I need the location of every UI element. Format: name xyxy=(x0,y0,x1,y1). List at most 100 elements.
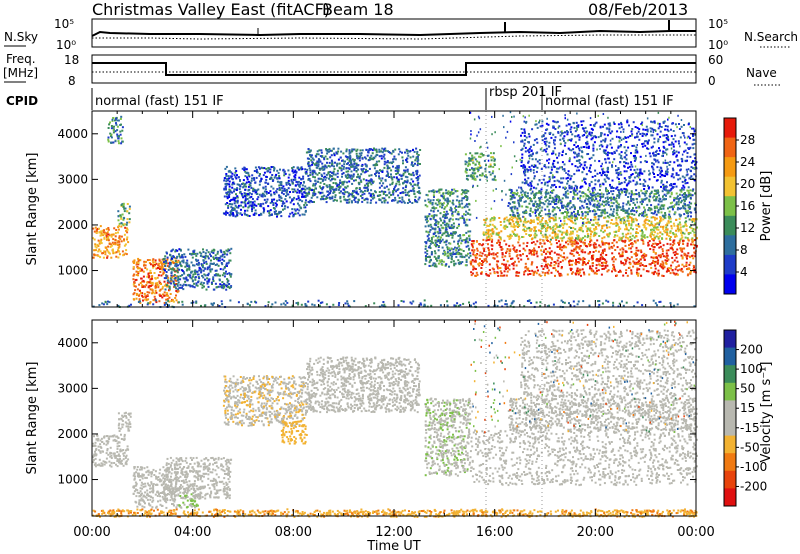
data-cell xyxy=(223,282,225,285)
data-cell xyxy=(665,228,668,231)
data-cell xyxy=(440,259,443,262)
data-cell xyxy=(578,247,581,250)
data-cell xyxy=(589,243,592,246)
data-cell xyxy=(394,166,397,169)
data-cell xyxy=(644,254,647,257)
data-cell xyxy=(469,163,471,166)
data-cell xyxy=(161,296,164,299)
data-cell xyxy=(172,282,175,285)
data-cell xyxy=(416,184,419,187)
data-cell xyxy=(679,247,682,250)
data-cell xyxy=(151,284,154,287)
noise-tick-high-left: 10⁵ xyxy=(54,17,74,31)
data-cell xyxy=(105,234,108,237)
data-cell xyxy=(170,300,173,302)
data-cell xyxy=(367,182,370,185)
data-cell xyxy=(275,190,278,193)
data-cell xyxy=(273,191,276,194)
data-cell xyxy=(116,241,119,244)
data-cell xyxy=(150,284,152,287)
data-cell xyxy=(166,279,169,282)
data-cell xyxy=(166,298,169,301)
cpid-segment-3: normal (fast) 151 IF xyxy=(545,94,674,109)
data-cell xyxy=(229,200,232,202)
data-cell xyxy=(657,269,660,272)
data-cell xyxy=(231,209,233,211)
data-cell xyxy=(278,210,281,213)
data-cell xyxy=(628,258,631,261)
data-cell xyxy=(225,213,227,216)
data-cell xyxy=(442,214,445,217)
data-cell xyxy=(229,252,232,255)
data-cell xyxy=(626,256,629,259)
data-cell xyxy=(279,168,281,171)
data-cell xyxy=(311,161,314,164)
data-cell xyxy=(498,236,501,239)
data-cell xyxy=(340,169,343,172)
data-cell xyxy=(247,172,250,175)
data-cell xyxy=(123,244,126,247)
data-cell xyxy=(194,276,197,279)
data-cell xyxy=(446,197,449,200)
data-cell xyxy=(597,269,600,272)
data-cell xyxy=(424,215,427,218)
data-cell xyxy=(691,254,694,257)
data-cell xyxy=(276,199,278,202)
data-cell xyxy=(225,180,228,183)
data-cell xyxy=(328,196,331,199)
data-cell xyxy=(447,200,450,203)
data-cell xyxy=(176,255,179,258)
data-cell xyxy=(571,259,574,262)
data-cell xyxy=(606,215,609,218)
data-cell xyxy=(625,233,628,236)
data-cell xyxy=(381,201,383,204)
data-cell xyxy=(432,189,435,192)
data-cell xyxy=(641,229,643,232)
data-cell xyxy=(531,237,534,240)
data-cell xyxy=(348,152,351,155)
data-cell xyxy=(166,294,169,297)
data-cell xyxy=(261,195,264,198)
data-cell xyxy=(557,207,560,210)
data-cell xyxy=(182,259,185,262)
data-cell xyxy=(218,279,221,282)
data-cell xyxy=(656,232,659,235)
data-cell xyxy=(223,252,226,255)
data-cell xyxy=(112,252,115,255)
data-cell xyxy=(586,218,589,221)
data-cell xyxy=(441,263,444,266)
data-cell xyxy=(274,212,277,215)
data-cell xyxy=(649,248,652,250)
data-cell xyxy=(533,234,536,237)
data-cell xyxy=(174,297,177,299)
data-cell xyxy=(511,244,514,247)
data-cell xyxy=(181,260,184,263)
data-cell xyxy=(287,187,290,190)
data-cell xyxy=(331,161,334,163)
data-cell xyxy=(351,195,354,198)
data-cell xyxy=(122,254,125,257)
data-cell xyxy=(440,224,443,227)
data-cell xyxy=(181,269,184,272)
data-cell xyxy=(608,246,611,249)
data-cell xyxy=(181,286,183,289)
data-cell xyxy=(111,119,114,122)
data-cell xyxy=(112,238,115,241)
data-cell xyxy=(468,237,471,240)
data-cell xyxy=(412,149,414,152)
data-cell xyxy=(243,169,246,172)
data-cell xyxy=(410,189,413,192)
data-cell xyxy=(321,165,324,168)
data-cell xyxy=(273,167,276,170)
data-cell xyxy=(292,178,295,181)
data-cell xyxy=(249,200,252,203)
data-cell xyxy=(368,192,371,195)
data-cell xyxy=(255,204,258,207)
data-cell xyxy=(223,195,226,198)
data-cell xyxy=(434,219,437,222)
data-cell xyxy=(603,249,606,252)
data-cell xyxy=(432,210,435,213)
data-cell xyxy=(268,212,271,214)
data-cell xyxy=(409,150,412,152)
data-cell xyxy=(294,176,297,179)
